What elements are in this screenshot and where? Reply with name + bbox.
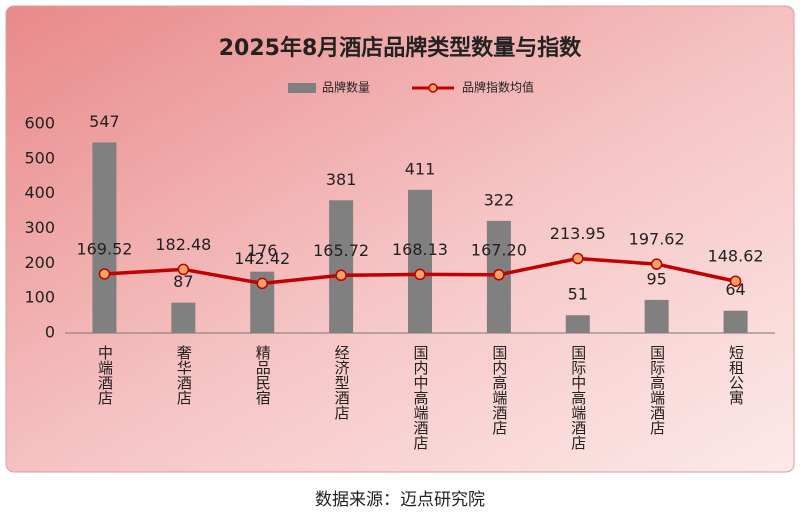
y-tick-label: 600 xyxy=(24,114,55,133)
bar-value-label: 87 xyxy=(173,272,193,291)
chart-background xyxy=(5,5,795,473)
y-tick-label: 500 xyxy=(24,148,55,167)
x-tick-label: 精品民宿 xyxy=(254,345,272,405)
bar-value-label: 547 xyxy=(89,112,120,131)
line-value-label: 213.95 xyxy=(550,224,606,243)
legend-label: 品牌数量 xyxy=(322,80,370,95)
bar xyxy=(644,299,669,333)
y-tick-label: 0 xyxy=(45,323,55,342)
bar-value-label: 51 xyxy=(568,285,588,304)
bar-value-label: 411 xyxy=(405,159,436,178)
line-marker xyxy=(177,263,190,276)
line-value-label: 167.20 xyxy=(471,240,527,259)
bar-value-label: 64 xyxy=(725,280,745,299)
x-tick-label: 国际中高端酒店 xyxy=(569,345,587,450)
x-tick-label: 中端酒店 xyxy=(96,345,114,405)
bar xyxy=(329,200,354,333)
bar xyxy=(723,310,748,333)
line-marker xyxy=(572,252,584,265)
legend-swatch xyxy=(288,83,316,93)
bar xyxy=(408,189,432,333)
line-value-label: 168.13 xyxy=(392,240,448,259)
bar-value-label: 322 xyxy=(484,190,515,209)
line-marker xyxy=(414,268,426,281)
bar xyxy=(92,142,117,333)
bar-value-label: 95 xyxy=(646,269,666,288)
bar xyxy=(565,315,590,333)
source: 数据来源：迈点研究院 xyxy=(315,490,485,510)
bar xyxy=(171,302,196,333)
line-marker xyxy=(729,275,742,287)
bar-value-label: 176 xyxy=(247,241,278,260)
x-tick-label: 国内中高端酒店 xyxy=(412,345,430,450)
x-tick-label: 奢华酒店 xyxy=(175,345,193,405)
x-tick-label: 短租公寓 xyxy=(727,345,745,405)
y-tick-label: 200 xyxy=(24,253,55,272)
line-value-label: 169.52 xyxy=(76,239,132,258)
x-tick-label: 国内高端酒店 xyxy=(490,345,508,435)
line-value-label: 142.42 xyxy=(234,249,290,268)
line-value-label: 197.62 xyxy=(629,230,685,249)
bar-value-label: 381 xyxy=(326,170,357,189)
x-tick-label: 经济型酒店 xyxy=(333,345,351,420)
x-tick-label: 国际高端酒店 xyxy=(648,345,666,435)
line-marker xyxy=(256,277,268,290)
legend-label: 品牌指数均值 xyxy=(462,80,534,95)
chart-title: 2025年8月酒店品牌类型数量与指数 xyxy=(219,35,583,61)
line-marker xyxy=(98,268,111,280)
line-marker xyxy=(335,269,347,282)
y-tick-label: 300 xyxy=(24,218,55,237)
line-value-label: 148.62 xyxy=(708,247,764,266)
line-value-label: 182.48 xyxy=(155,235,211,254)
line-marker xyxy=(650,258,663,270)
legend-marker xyxy=(428,83,438,93)
y-tick-label: 400 xyxy=(24,183,55,202)
line-value-label: 165.72 xyxy=(313,241,369,260)
y-tick-label: 100 xyxy=(24,288,55,307)
line-marker xyxy=(493,269,505,281)
